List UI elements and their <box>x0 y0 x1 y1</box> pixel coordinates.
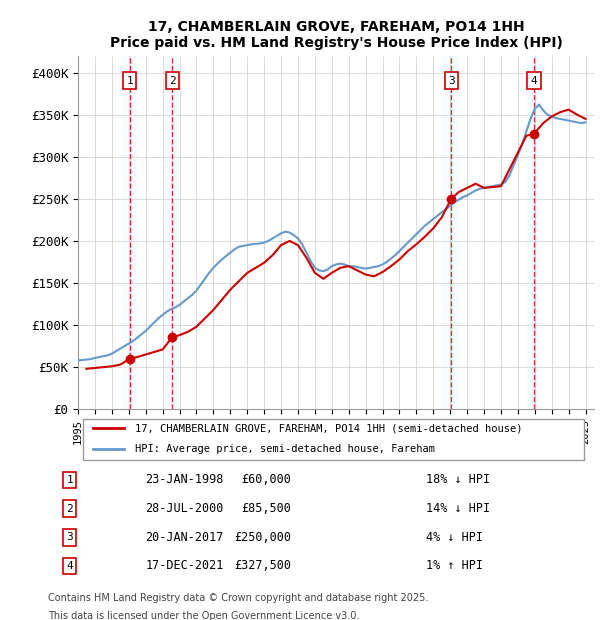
Text: £250,000: £250,000 <box>234 531 291 544</box>
Text: 20-JAN-2017: 20-JAN-2017 <box>145 531 224 544</box>
Text: 2: 2 <box>169 76 176 86</box>
Text: 17-DEC-2021: 17-DEC-2021 <box>145 559 224 572</box>
Text: 1: 1 <box>66 475 73 485</box>
Text: 4% ↓ HPI: 4% ↓ HPI <box>426 531 483 544</box>
Text: This data is licensed under the Open Government Licence v3.0.: This data is licensed under the Open Gov… <box>48 611 359 620</box>
Text: 2: 2 <box>66 503 73 513</box>
Text: 23-JAN-1998: 23-JAN-1998 <box>145 474 224 487</box>
Text: 1: 1 <box>127 76 133 86</box>
Bar <box>443 56 460 409</box>
Text: 17, CHAMBERLAIN GROVE, FAREHAM, PO14 1HH (semi-detached house): 17, CHAMBERLAIN GROVE, FAREHAM, PO14 1HH… <box>135 423 522 433</box>
Text: HPI: Average price, semi-detached house, Fareham: HPI: Average price, semi-detached house,… <box>135 444 435 454</box>
Text: Contains HM Land Registry data © Crown copyright and database right 2025.: Contains HM Land Registry data © Crown c… <box>48 593 428 603</box>
Bar <box>526 56 542 409</box>
Bar <box>164 56 181 409</box>
Text: £85,500: £85,500 <box>241 502 291 515</box>
Text: 28-JUL-2000: 28-JUL-2000 <box>145 502 224 515</box>
Text: 4: 4 <box>531 76 538 86</box>
Text: 3: 3 <box>66 532 73 542</box>
Text: 4: 4 <box>66 561 73 571</box>
Title: 17, CHAMBERLAIN GROVE, FAREHAM, PO14 1HH
Price paid vs. HM Land Registry's House: 17, CHAMBERLAIN GROVE, FAREHAM, PO14 1HH… <box>110 20 562 50</box>
FancyBboxPatch shape <box>83 418 584 459</box>
Text: £327,500: £327,500 <box>234 559 291 572</box>
Text: 1% ↑ HPI: 1% ↑ HPI <box>426 559 483 572</box>
Text: 3: 3 <box>448 76 455 86</box>
Text: 18% ↓ HPI: 18% ↓ HPI <box>426 474 490 487</box>
Text: £60,000: £60,000 <box>241 474 291 487</box>
Bar <box>121 56 138 409</box>
Text: 14% ↓ HPI: 14% ↓ HPI <box>426 502 490 515</box>
